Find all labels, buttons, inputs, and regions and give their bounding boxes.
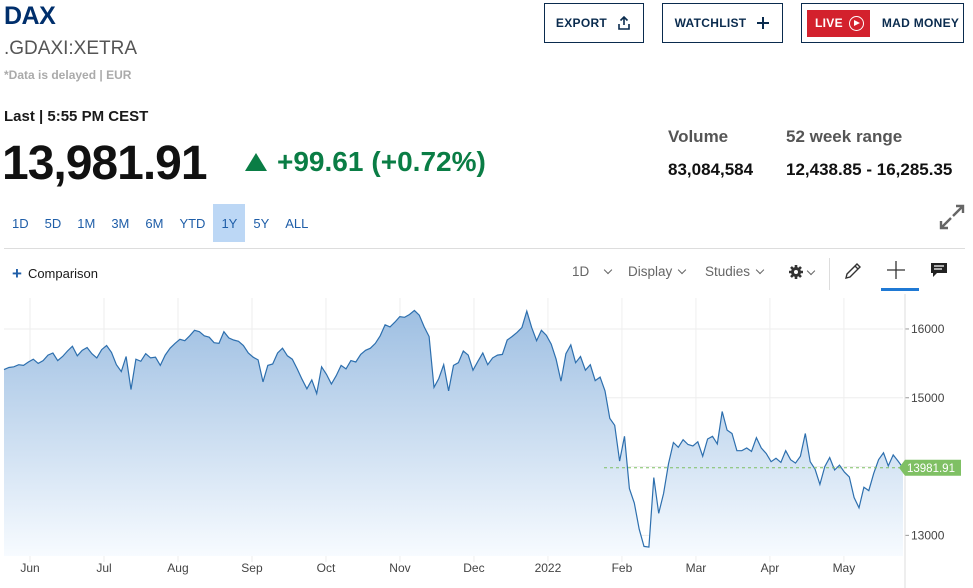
live-tv-button[interactable]: LIVE MAD MONEY (801, 3, 964, 43)
range-label: 52 week range (786, 127, 903, 146)
comparison-button[interactable]: + Comparison (12, 264, 99, 283)
comparison-label: Comparison (27, 266, 99, 281)
chevron-down-icon (678, 265, 687, 275)
crosshair-icon[interactable] (886, 260, 906, 280)
range-tab-1d[interactable]: 1D (12, 215, 29, 231)
range-tab-1m[interactable]: 1M (77, 215, 96, 231)
range-tab-all[interactable]: ALL (285, 215, 309, 231)
last-value-tag: 13981.91 (899, 459, 961, 476)
range-tab-6m[interactable]: 6M (145, 215, 164, 231)
settings-dropdown[interactable] (788, 264, 816, 280)
range-tab-5d[interactable]: 5D (44, 215, 62, 231)
plus-icon: + (12, 264, 22, 283)
display-label: Display (628, 264, 673, 279)
up-arrow-icon (245, 153, 267, 171)
x-tick-label: Nov (389, 561, 410, 575)
x-tick-label: Mar (686, 561, 707, 575)
change-value: +99.61 (277, 146, 364, 177)
export-button-label: EXPORT (555, 16, 608, 30)
x-tick-label: Apr (761, 561, 780, 575)
x-tick-label: Feb (612, 561, 633, 575)
range-tab-ytd[interactable]: YTD (179, 215, 206, 231)
x-tick-label: Sep (241, 561, 263, 575)
interval-dropdown[interactable]: 1D (572, 264, 613, 279)
crosshair-active-indicator (881, 288, 919, 291)
watchlist-button-label: WATCHLIST (674, 16, 747, 30)
export-button[interactable]: EXPORT (544, 3, 644, 43)
x-tick-label: Dec (463, 561, 484, 575)
gear-icon (789, 265, 803, 279)
x-tick-label: Aug (167, 561, 188, 575)
play-icon (848, 15, 864, 31)
draw-pencil-icon[interactable] (843, 261, 863, 281)
x-tick-label: May (833, 561, 856, 575)
live-show-label: MAD MONEY (881, 16, 960, 30)
index-title: DAX (4, 2, 56, 30)
ticker-symbol: .GDAXI:XETRA (4, 38, 138, 59)
y-tick-label: 15000 (911, 391, 945, 405)
range-tab-3m[interactable]: 3M (111, 215, 130, 231)
toolbar-divider (829, 258, 830, 290)
change-percent: (+0.72%) (371, 146, 486, 177)
range-value: 12,438.85 - 16,285.35 (786, 160, 953, 179)
y-tick-label: 16000 (911, 322, 945, 336)
studies-label: Studies (705, 264, 751, 279)
volume-label: Volume (668, 127, 729, 146)
divider (4, 248, 965, 249)
studies-dropdown[interactable]: Studies (705, 264, 765, 279)
chevron-down-icon (604, 265, 613, 275)
last-trade-time: Last | 5:55 PM CEST (4, 108, 149, 125)
x-tick-label: Jul (96, 561, 111, 575)
x-tick-label: Jun (20, 561, 39, 575)
price-change: +99.61 (+0.72%) (245, 146, 486, 178)
watchlist-button[interactable]: WATCHLIST (662, 3, 783, 43)
series-line (3, 308, 904, 548)
x-tick-label: 2022 (535, 561, 562, 575)
live-badge: LIVE (807, 9, 870, 37)
price-chart[interactable]: 13000140001500016000 JunJulAugSepOctNovD… (0, 294, 973, 588)
x-axis: Jun Jul Aug Sep Oct Nov Dec 2022 Feb Mar Apr May (20, 561, 855, 575)
interval-label: 1D (572, 264, 590, 279)
y-axis: 13000140001500016000 (904, 294, 945, 588)
volume-value: 83,084,584 (668, 160, 754, 179)
x-tick-label: Oct (317, 561, 336, 575)
expand-icon[interactable] (938, 203, 966, 231)
range-tab-1y[interactable]: 1Y (213, 204, 246, 242)
range-tab-5y[interactable]: 5Y (253, 215, 270, 231)
range-tabs: 1D 5D 1M 3M 6M YTD 1Y 5Y ALL (4, 204, 316, 242)
delayed-data-note: *Data is delayed | EUR (4, 68, 132, 82)
display-dropdown[interactable]: Display (628, 264, 687, 279)
y-tick-label: 13000 (911, 528, 945, 542)
annotation-icon[interactable] (929, 261, 949, 279)
export-icon (618, 15, 630, 30)
chevron-down-icon (806, 266, 816, 275)
plus-icon (757, 17, 770, 29)
last-value-tag-label: 13981.91 (907, 463, 955, 475)
series-area (4, 310, 903, 556)
last-value-tag-bg (899, 459, 961, 476)
live-badge-label: LIVE (815, 16, 843, 30)
chevron-down-icon (755, 265, 765, 275)
last-price: 13,981.91 (2, 137, 208, 190)
